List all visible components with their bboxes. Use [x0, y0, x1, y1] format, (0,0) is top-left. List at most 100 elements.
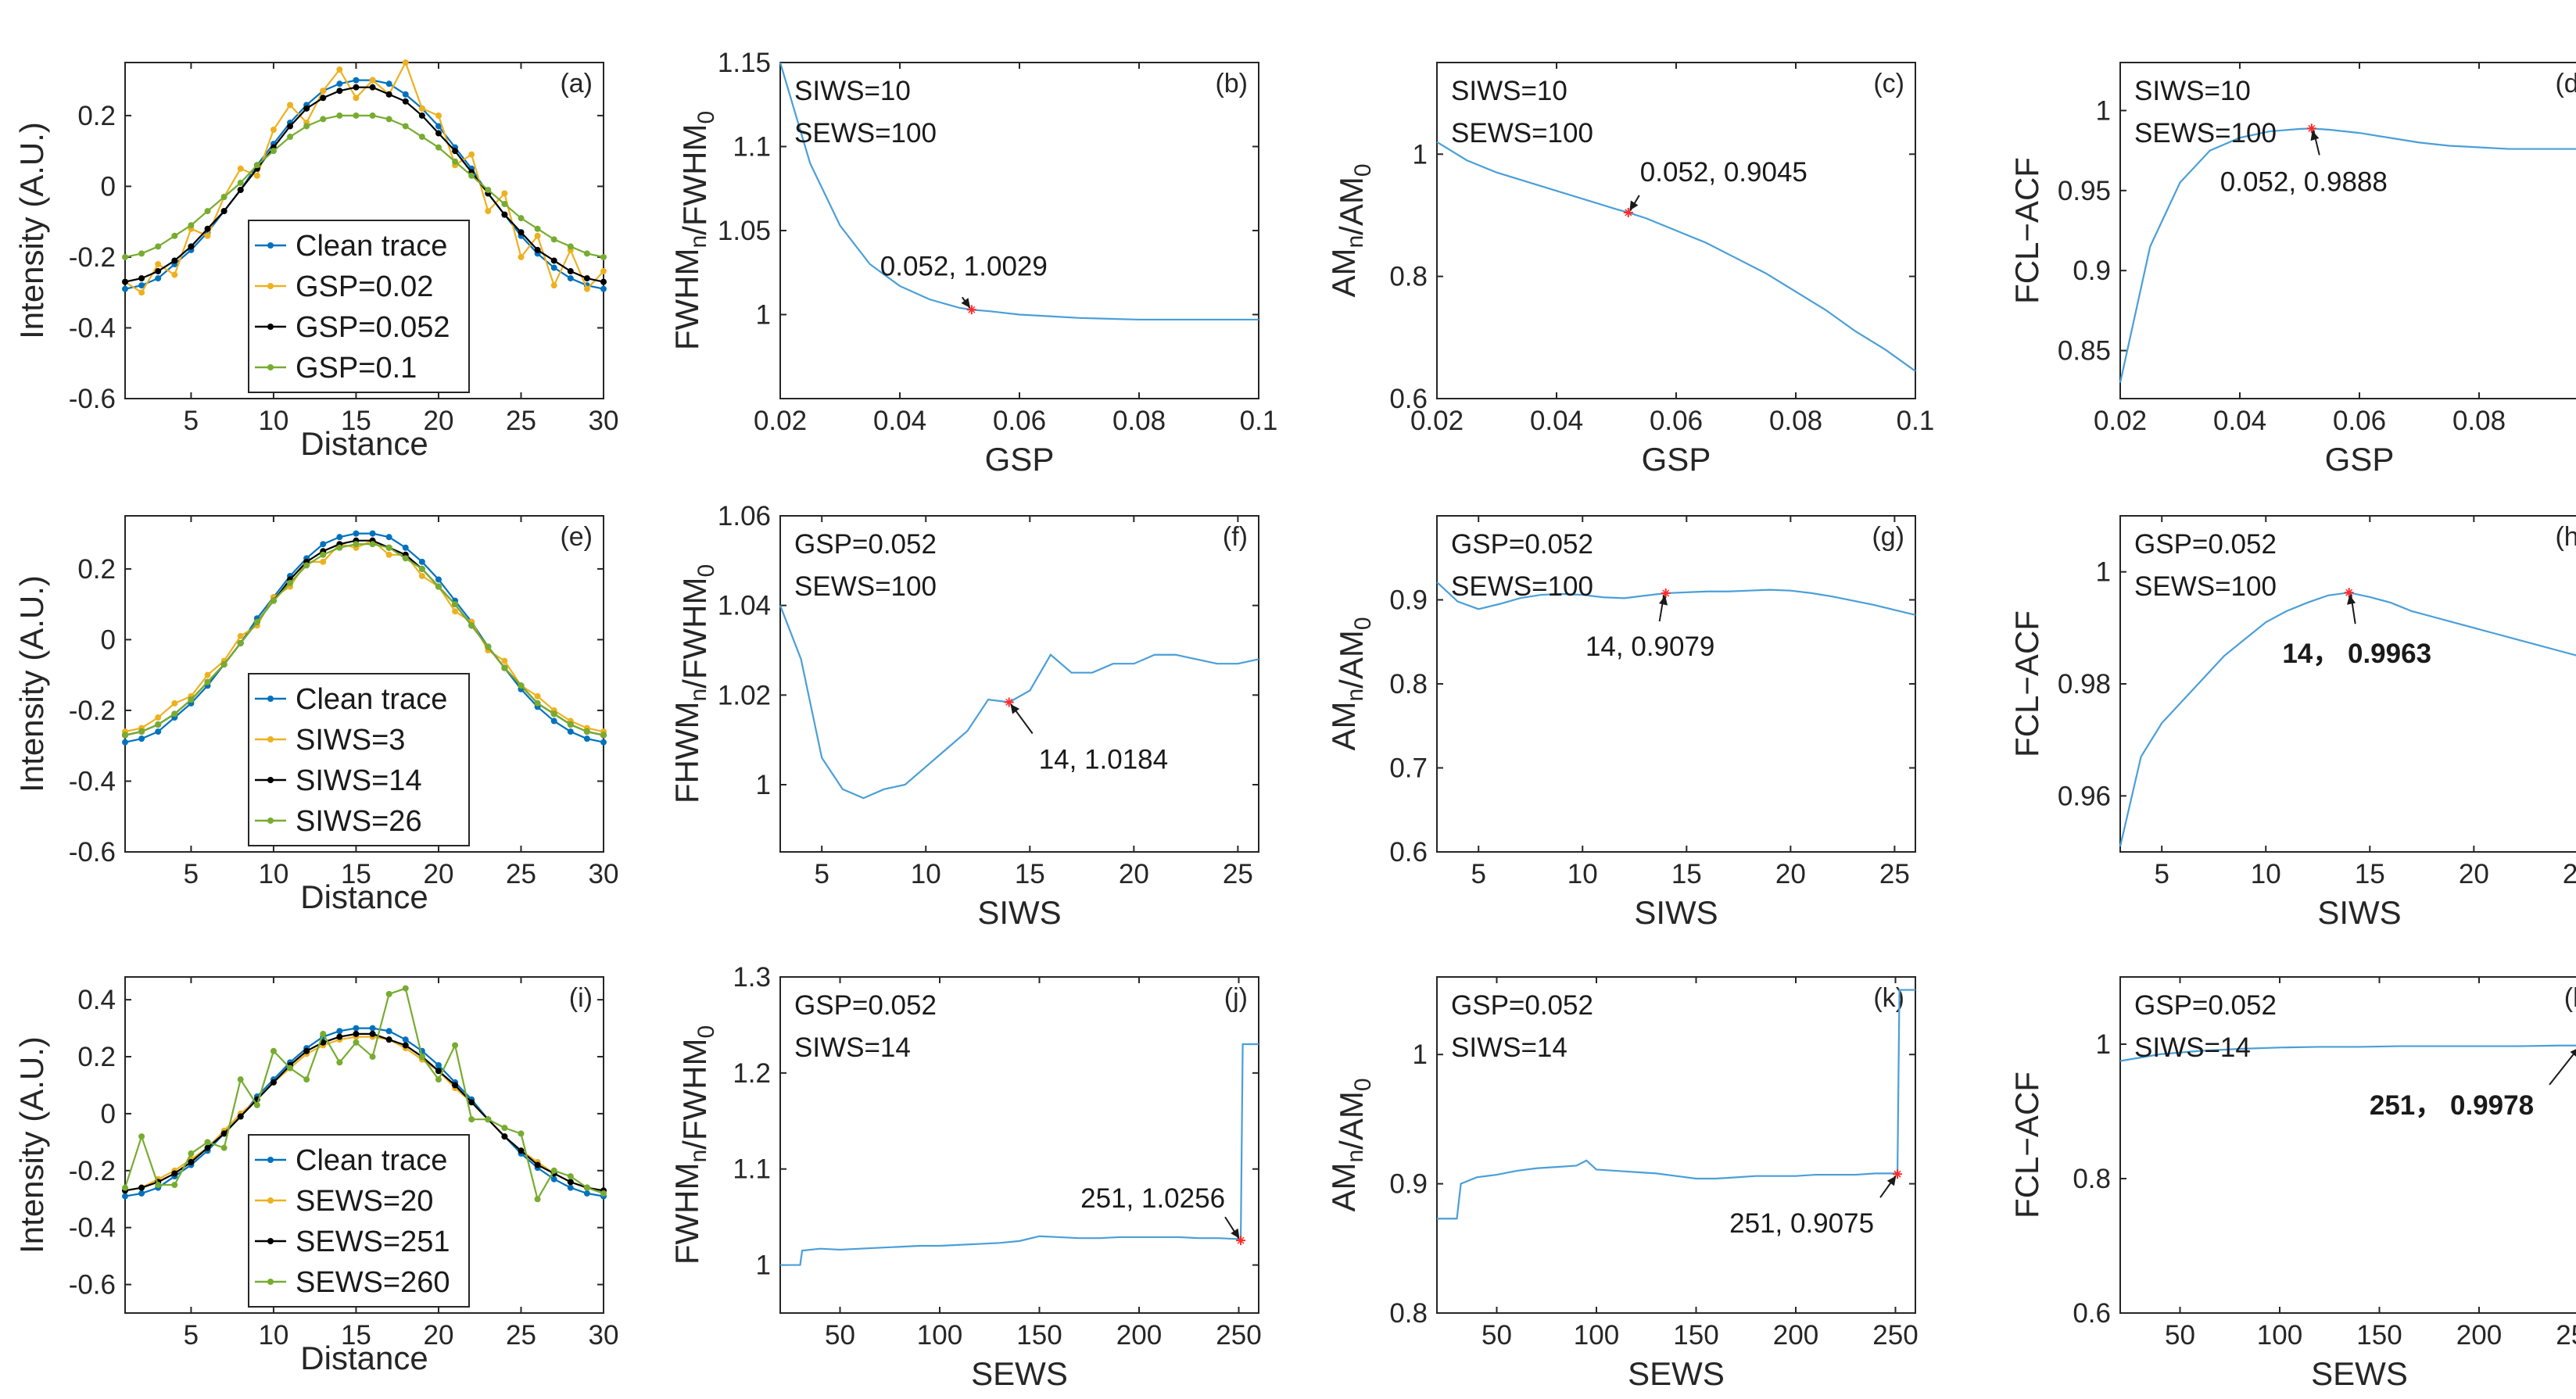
param-label: SEWS=100 [794, 571, 937, 602]
legend-entry: SEWS=20 [255, 1185, 433, 1218]
data-point [600, 278, 607, 285]
panel-a: 5 10 15 20 25 30 -0.6 -0.4 -0.2 0 0.2 Distance Inten… [13, 59, 618, 462]
y-axis-label: AMn/AM0 [1325, 163, 1376, 297]
legend-label: SIWS=14 [296, 764, 422, 797]
axes-box [124, 515, 604, 853]
data-point [138, 282, 145, 289]
legend-box [248, 1134, 470, 1308]
y-tick-label: 0.7 [1389, 753, 1428, 784]
data-point [501, 1125, 508, 1132]
legend-label: SEWS=20 [296, 1185, 433, 1218]
data-point [138, 735, 145, 742]
y-tick-label: 1 [756, 770, 771, 800]
x-tick-label: 20 [423, 859, 453, 889]
y-axis-label: AMn/AM0 [1325, 1078, 1376, 1211]
data-point [204, 678, 211, 685]
data-point [435, 123, 442, 130]
data-point [171, 700, 178, 707]
data-point [402, 1036, 409, 1043]
data-point [518, 682, 525, 689]
data-point [270, 1079, 277, 1086]
legend-marker [267, 696, 274, 702]
data-point [155, 243, 162, 250]
panel-letter: (c) [1873, 69, 1904, 98]
data-point [402, 59, 409, 66]
data-point [336, 544, 343, 551]
data-point [353, 112, 360, 119]
legend-label: Clean trace [296, 230, 447, 263]
x-tick-label: 0.02 [1410, 406, 1464, 436]
data-point [253, 1101, 260, 1108]
annotation-arrow [2549, 1049, 2576, 1086]
data-point [171, 1170, 178, 1177]
panel-d: 0.020.040.060.080.10.850.90.951GSPFCL−AC… [2008, 62, 2576, 478]
data-point [567, 275, 574, 282]
data-point [122, 253, 128, 260]
data-point [320, 541, 327, 548]
y-tick-label: -0.4 [69, 1213, 116, 1243]
panel-letter: (a) [560, 69, 593, 98]
data-point [369, 1054, 376, 1061]
data-point [418, 134, 425, 141]
panel-e: 5 10 15 20 25 30 -0.6 -0.4 -0.2 0 0.2 Distance Inten… [13, 515, 618, 915]
data-point [583, 735, 590, 742]
y-axis-label: FWHMn/FWHM0 [668, 1025, 719, 1265]
arrow-head [1658, 595, 1668, 606]
data-point [253, 618, 260, 625]
x-tick-label: 25 [506, 1320, 536, 1351]
data-point [204, 1139, 211, 1146]
data-point [171, 710, 178, 717]
annotation-arrow [2347, 594, 2356, 624]
y-tick-label: 0.85 [2058, 336, 2111, 367]
data-point [287, 1064, 294, 1072]
data-point [534, 692, 541, 700]
data-point [155, 275, 162, 282]
arrow-head [1231, 1228, 1240, 1239]
data-point [418, 1054, 425, 1061]
data-point [369, 530, 376, 537]
data-point [518, 229, 525, 236]
param-label: SIWS=10 [2134, 76, 2251, 106]
legend-marker [267, 777, 274, 783]
data-point [402, 123, 409, 130]
data-point [385, 81, 392, 88]
data-point [353, 95, 360, 102]
x-tick-label: 15 [341, 859, 371, 889]
data-point [583, 1190, 590, 1197]
axes-box [2119, 62, 2576, 399]
param-label: GSP=0.052 [2134, 529, 2277, 560]
optimum-label: 14, 1.0184 [1039, 745, 1168, 775]
data-point [237, 179, 244, 186]
panel-letter: (h) [2555, 522, 2576, 552]
y-tick-label: 1 [2096, 557, 2111, 588]
data-point [567, 721, 574, 728]
data-point [369, 112, 376, 119]
legend-entry: Clean trace [255, 1144, 447, 1177]
x-tick-label: 0.06 [1650, 406, 1703, 436]
data-point [567, 1184, 574, 1191]
data-point [369, 77, 376, 84]
x-tick-label: 10 [258, 406, 288, 436]
annotation-arrow [1658, 595, 1668, 622]
data-point [600, 253, 607, 260]
x-tick-label: 100 [2257, 1320, 2302, 1351]
x-tick-label: 5 [184, 1320, 199, 1351]
data-point [155, 721, 162, 728]
data-point [485, 643, 492, 650]
data-point [353, 541, 360, 548]
x-tick-label: 200 [1773, 1320, 1818, 1351]
axes-box [1436, 976, 1916, 1314]
data-point [270, 597, 277, 604]
x-tick-label: 5 [184, 406, 199, 436]
data-point [600, 732, 607, 739]
axes-box [779, 62, 1259, 399]
y-tick-label: 0.6 [2073, 1298, 2111, 1329]
data-point [270, 127, 277, 133]
x-tick-label: 5 [814, 859, 829, 889]
y-tick-label: 1 [756, 1251, 771, 1281]
param-label: GSP=0.052 [2134, 990, 2277, 1021]
data-point [336, 1033, 343, 1040]
x-axis-label: SEWS [971, 1355, 1068, 1392]
series-sews-260 [122, 985, 607, 1203]
legend-marker [267, 1238, 274, 1244]
